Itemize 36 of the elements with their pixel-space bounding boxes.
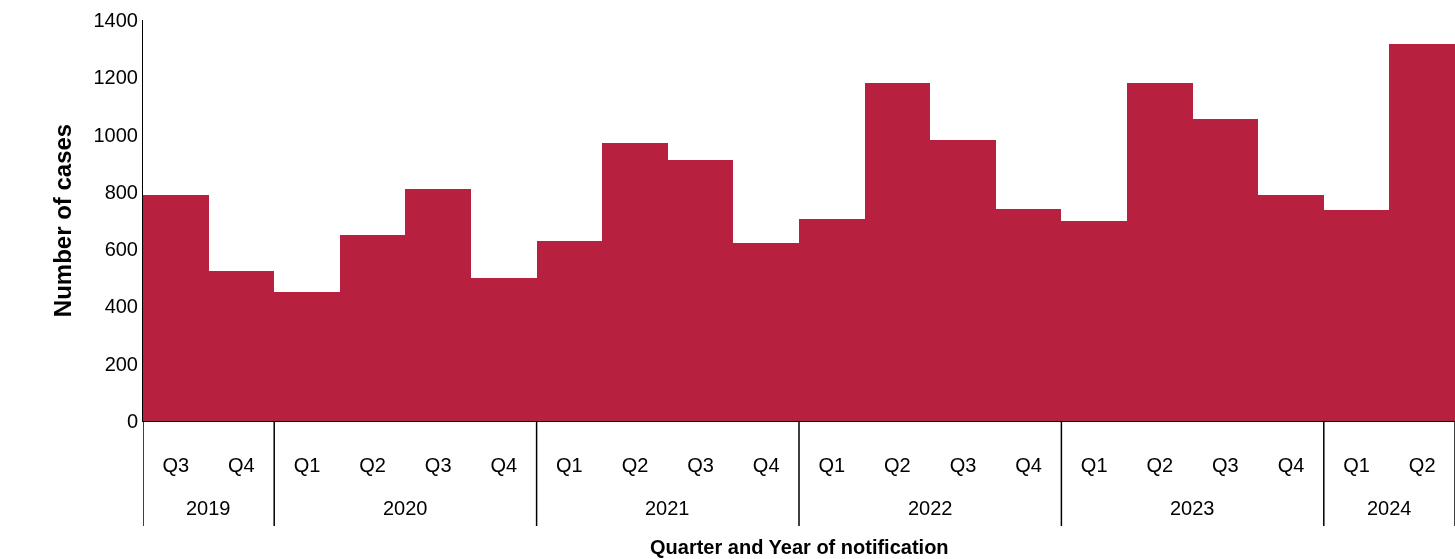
x-tick-label: Q2 — [1408, 454, 1436, 476]
x-tick-label: Q1 — [1080, 454, 1108, 476]
y-axis-title: Number of cases — [48, 123, 76, 318]
y-tick-label: 600 — [104, 238, 138, 261]
x-tick-label: Q2 — [359, 454, 386, 476]
x-tick-label: Q4 — [1015, 454, 1042, 476]
x-tick-label: Q2 — [1146, 454, 1174, 476]
x-tick-label: Q1 — [818, 454, 846, 476]
x-axis-title: Quarter and Year of notification — [650, 536, 949, 558]
x-tick-label: Q1 — [293, 454, 321, 476]
y-tick-label: 1400 — [93, 9, 138, 31]
x-tick-label: Q1 — [556, 454, 583, 476]
text: 2021 — [645, 497, 690, 519]
x-tick-label: Q3 — [1212, 454, 1239, 476]
y-tick-label: 0 — [126, 410, 138, 432]
y-tick-label: 800 — [104, 180, 138, 203]
y-tick-label: 1000 — [93, 123, 138, 146]
x-tick-label: Q4 — [228, 454, 255, 476]
x-tick-label: Q3 — [687, 454, 714, 476]
x-tick-label: Q4 — [490, 454, 518, 476]
text: 2023 — [1170, 497, 1215, 519]
x-tick-label: Q2 — [621, 454, 649, 476]
text: 2020 — [383, 497, 428, 519]
x-tick-label: Q2 — [884, 454, 911, 476]
x-tick-label: Q4 — [752, 454, 780, 476]
y-tick-label: 1200 — [93, 66, 138, 89]
text: 2024 — [1367, 497, 1412, 519]
y-tick-label: 200 — [104, 352, 138, 375]
text: 2019 — [186, 497, 231, 519]
text: 2022 — [908, 497, 953, 519]
x-tick-label: Q4 — [1277, 454, 1305, 476]
y-tick-label: 400 — [104, 295, 138, 318]
x-tick-label: Q3 — [162, 454, 190, 476]
x-tick-label: Q3 — [424, 454, 452, 476]
x-tick-label: Q3 — [949, 454, 977, 476]
x-tick-label: Q1 — [1343, 454, 1370, 476]
